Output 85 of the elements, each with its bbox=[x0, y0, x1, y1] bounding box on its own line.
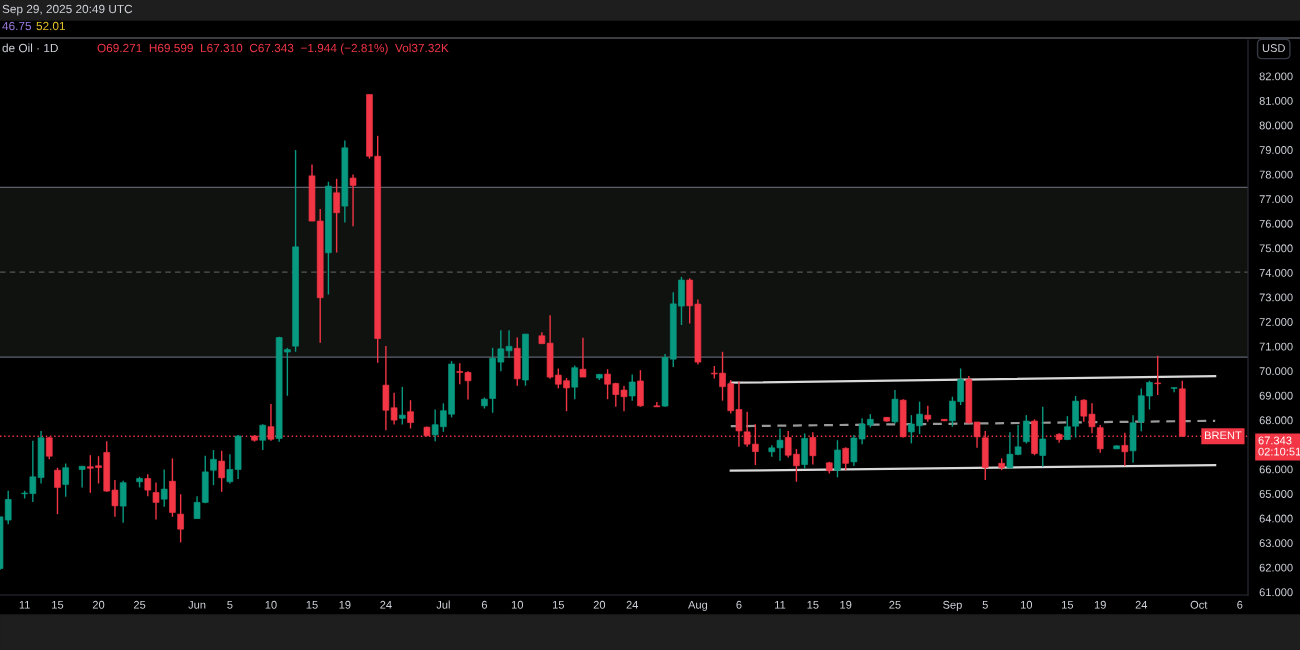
x-tick-label: 15 bbox=[306, 600, 318, 609]
y-tick-label: 71.000 bbox=[1259, 342, 1293, 351]
candlestick bbox=[259, 423, 267, 451]
x-tick-label: 15 bbox=[52, 600, 64, 609]
candlestick bbox=[54, 467, 61, 515]
candlestick bbox=[210, 449, 217, 486]
x-tick-label: 15 bbox=[552, 600, 565, 609]
chart-subtitle: O69.271 H69.599 L67.310 C67.343 −1.944 (−2.81%) Vol37.32K bbox=[97, 43, 449, 55]
x-tick-label: 11 bbox=[19, 600, 30, 609]
candlestick bbox=[78, 465, 86, 489]
candlestick bbox=[1023, 414, 1030, 445]
candlestick bbox=[349, 173, 357, 227]
y-tick-label: 62.000 bbox=[1259, 563, 1293, 572]
candlestick bbox=[1154, 355, 1161, 396]
y-tick-label: 76.000 bbox=[1259, 219, 1293, 228]
candlestick bbox=[579, 337, 587, 378]
candlestick bbox=[571, 364, 579, 400]
y-tick-label: 80.000 bbox=[1259, 121, 1293, 130]
y-tick-label: 74.000 bbox=[1259, 268, 1293, 277]
candlestick bbox=[218, 450, 225, 493]
x-tick-label: Sep bbox=[943, 600, 962, 611]
candlestick bbox=[1039, 406, 1047, 468]
x-tick-label: 15 bbox=[807, 600, 819, 609]
candlestick bbox=[1121, 432, 1129, 467]
candlestick bbox=[152, 481, 160, 521]
y-tick-label: 66.000 bbox=[1259, 465, 1293, 474]
chart-title: de Oil · 1D bbox=[2, 43, 58, 53]
y-tick-label: 82.000 bbox=[1259, 72, 1293, 81]
x-tick-label: Oct bbox=[1190, 600, 1208, 609]
x-tick-label: 5 bbox=[227, 600, 233, 609]
x-tick-label: 6 bbox=[481, 600, 488, 609]
x-tick-label: 15 bbox=[1062, 600, 1074, 609]
x-tick-label: 10 bbox=[1020, 600, 1033, 609]
text: Sep 29, 2025 20:49 UTC bbox=[2, 4, 133, 16]
x-tick-label: 25 bbox=[133, 600, 146, 609]
candlestick bbox=[144, 473, 152, 497]
candlestick bbox=[842, 446, 849, 471]
x-tick-label: 6 bbox=[736, 600, 742, 609]
y-tick-label: 64.000 bbox=[1259, 514, 1293, 523]
x-tick-label: 20 bbox=[92, 600, 105, 609]
y-tick-label: 73.000 bbox=[1259, 293, 1293, 302]
x-tick-label: 5 bbox=[982, 600, 988, 609]
x-tick-label: 6 bbox=[1237, 600, 1243, 609]
y-tick-label: 79.000 bbox=[1259, 146, 1293, 154]
candlestick bbox=[891, 389, 899, 425]
candlestick bbox=[333, 178, 340, 254]
x-tick-label: 24 bbox=[626, 600, 639, 609]
x-tick-label: 19 bbox=[840, 600, 852, 609]
x-tick-label: 19 bbox=[339, 600, 351, 609]
candlestick bbox=[407, 399, 414, 430]
candlestick bbox=[177, 493, 184, 544]
x-tick-label: 24 bbox=[1135, 600, 1148, 609]
text: 52.01 bbox=[36, 21, 65, 31]
x-tick-label: 19 bbox=[1094, 600, 1106, 609]
ref-line-label: BRENT bbox=[1205, 431, 1242, 440]
x-tick-label: Aug bbox=[688, 600, 708, 611]
x-tick-label: Jun bbox=[188, 600, 206, 609]
candlestick bbox=[834, 439, 841, 479]
y-tick-label: 77.000 bbox=[1259, 195, 1293, 204]
y-tick-label: 70.000 bbox=[1259, 367, 1293, 376]
y-tick-label: 81.000 bbox=[1259, 96, 1293, 105]
y-tick-label: 75.000 bbox=[1259, 244, 1293, 253]
y-tick-label: 65.000 bbox=[1259, 490, 1293, 498]
y-tick-label: 72.000 bbox=[1259, 318, 1293, 326]
x-tick-label: Jul bbox=[436, 600, 450, 609]
x-tick-label: 20 bbox=[593, 600, 606, 609]
candlestick bbox=[160, 468, 168, 508]
y-tick-label: 69.000 bbox=[1259, 391, 1293, 400]
candlestick bbox=[62, 462, 69, 498]
x-tick-label: 24 bbox=[380, 600, 392, 609]
y-tick-label: 78.000 bbox=[1259, 170, 1293, 179]
text: 67.343 bbox=[1258, 436, 1292, 445]
x-tick-label: 11 bbox=[775, 600, 786, 609]
y-tick-label: 68.000 bbox=[1259, 416, 1293, 425]
x-tick-label: 10 bbox=[511, 600, 524, 609]
y-tick-label: 63.000 bbox=[1259, 539, 1293, 548]
text: 02:10:51 bbox=[1258, 447, 1300, 456]
candlestick bbox=[628, 373, 636, 402]
x-tick-label: 25 bbox=[889, 600, 901, 609]
text: 46.75 bbox=[2, 21, 32, 31]
candlestick bbox=[399, 386, 406, 426]
candlestick bbox=[119, 480, 127, 524]
x-tick-label: 10 bbox=[265, 600, 277, 609]
text: USD bbox=[1262, 44, 1285, 52]
y-tick-label: 61.000 bbox=[1259, 588, 1293, 597]
